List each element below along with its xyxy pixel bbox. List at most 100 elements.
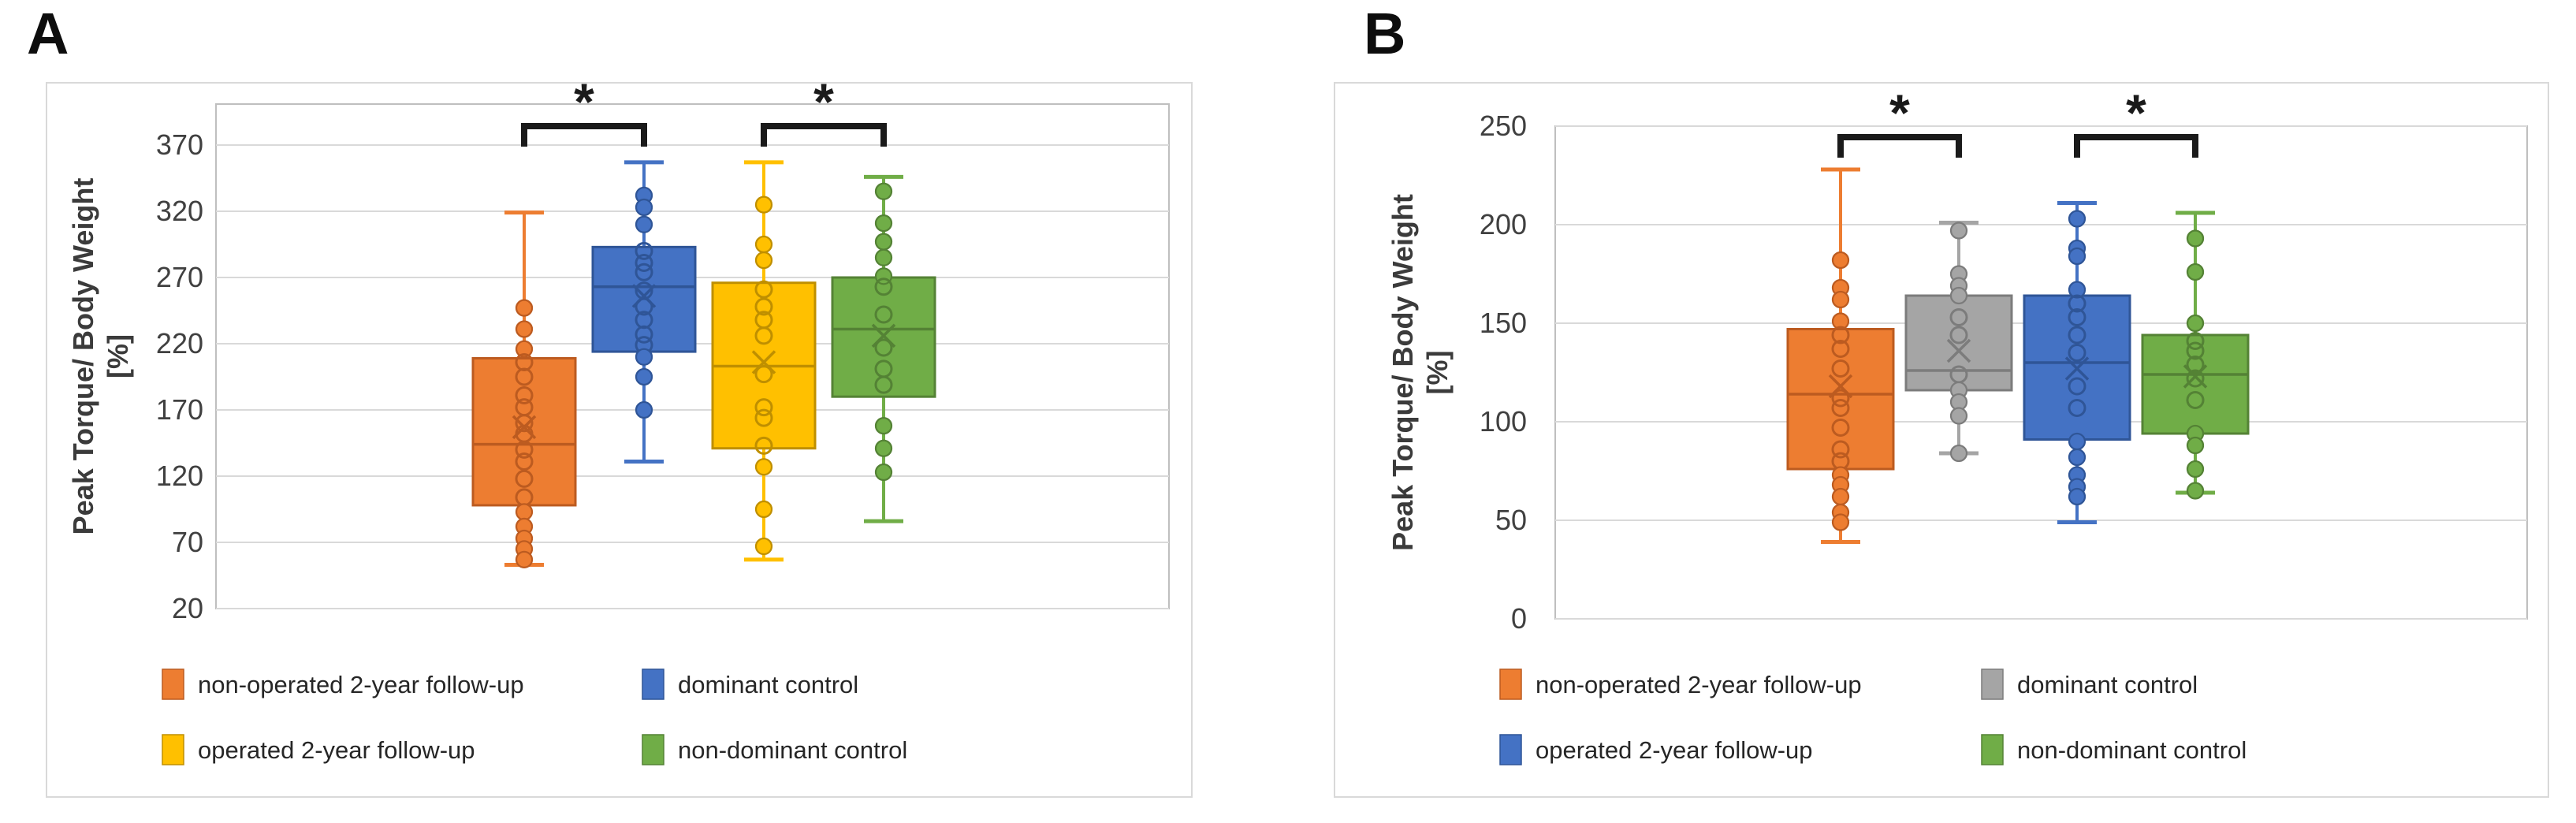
legend-swatch	[642, 668, 664, 700]
y-tick-label: 70	[172, 526, 203, 558]
data-point	[754, 458, 773, 476]
data-point	[2068, 247, 2086, 266]
data-point	[2068, 432, 2086, 451]
box-series	[1904, 221, 2013, 463]
y-tick-label: 20	[172, 592, 203, 624]
data-point	[515, 414, 534, 433]
data-point	[2068, 399, 2086, 417]
data-point	[515, 299, 534, 317]
data-point	[874, 463, 893, 482]
data-point	[2186, 314, 2205, 333]
data-point	[635, 263, 653, 281]
significance-bracket	[2074, 134, 2198, 158]
data-point	[635, 311, 653, 330]
data-point	[635, 215, 653, 233]
data-point	[635, 254, 653, 273]
data-point	[874, 248, 893, 266]
data-point	[515, 367, 534, 386]
data-point	[2068, 308, 2086, 326]
mean-marker	[512, 415, 537, 440]
data-point	[754, 398, 773, 417]
panel-a-label: A	[27, 1, 69, 66]
data-point	[874, 338, 893, 357]
mean-marker	[1828, 374, 1853, 399]
mean-marker	[2064, 356, 2090, 381]
data-point	[754, 365, 773, 384]
data-point	[874, 305, 893, 324]
data-point	[635, 348, 653, 366]
data-point	[754, 251, 773, 270]
y-tick-label: 0	[1511, 602, 1527, 635]
data-point	[2186, 263, 2205, 281]
data-point	[635, 198, 653, 217]
data-point	[1949, 222, 1968, 240]
data-point	[635, 325, 653, 344]
data-point	[515, 353, 534, 372]
data-point	[874, 233, 893, 251]
data-point	[1831, 312, 1850, 330]
data-point	[1949, 407, 1968, 425]
box-series	[2023, 201, 2131, 524]
data-point	[635, 297, 653, 316]
data-point	[2186, 229, 2205, 248]
data-point	[2068, 448, 2086, 467]
data-point	[515, 320, 534, 338]
significance-bracket	[521, 123, 647, 147]
box-series	[831, 174, 936, 523]
y-tick-label: 100	[1480, 405, 1527, 438]
box-series	[711, 160, 817, 562]
data-point	[754, 537, 773, 556]
data-point	[874, 214, 893, 233]
data-point	[1949, 326, 1968, 344]
data-point	[2068, 294, 2086, 313]
data-point	[2186, 482, 2205, 500]
mean-marker	[871, 323, 896, 348]
y-axis-units: [%]	[102, 334, 134, 378]
data-point	[1831, 440, 1850, 459]
y-axis-units: [%]	[1421, 351, 1454, 395]
panel-a-chart-box: 370 320 270 220 170 120 70 20 Peak Torque/ Body …	[46, 82, 1193, 798]
legend-swatch	[1981, 668, 2004, 700]
y-tick-label: 320	[156, 195, 203, 227]
y-tick-label: 50	[1495, 504, 1527, 536]
significance-bracket	[761, 123, 887, 147]
mean-marker	[2183, 364, 2208, 389]
data-point	[1831, 487, 1850, 506]
data-point	[2186, 391, 2205, 409]
boxplot-chart-b: 250 200 150 100 50 0 Peak Torque/ Body Weight[…	[1334, 82, 2549, 798]
box-series	[591, 160, 697, 464]
legend-label: non-dominant control	[678, 736, 907, 764]
y-tick-label: 120	[156, 460, 203, 492]
legend-label: operated 2-year follow-up	[1536, 736, 1813, 764]
data-point	[635, 400, 653, 419]
plot-area	[215, 103, 1170, 609]
data-point	[1949, 286, 1968, 305]
data-point	[2068, 377, 2086, 396]
panel-b-label: B	[1364, 1, 1406, 66]
data-point	[874, 277, 893, 296]
legend-swatch	[1499, 734, 1522, 765]
y-tick-label: 370	[156, 128, 203, 161]
data-point	[1831, 251, 1850, 270]
asterisk-label: *	[813, 82, 834, 131]
data-point	[2068, 281, 2086, 299]
data-point	[2068, 326, 2086, 344]
data-point	[754, 408, 773, 427]
panel-b-chart-box: 250 200 150 100 50 0 Peak Torque/ Body Weight[…	[1334, 82, 2549, 798]
data-point	[754, 326, 773, 345]
box-series	[1786, 167, 1895, 544]
legend-label: non-operated 2-year follow-up	[198, 671, 524, 698]
significance-bracket	[1837, 134, 1962, 158]
legend-swatch	[162, 668, 184, 700]
data-point	[754, 297, 773, 316]
data-point	[754, 280, 773, 299]
data-point	[1949, 308, 1968, 326]
legend-label: operated 2-year follow-up	[198, 736, 475, 764]
y-tick-label: 250	[1480, 110, 1527, 142]
mean-marker	[1946, 338, 1971, 363]
y-tick-label: 220	[156, 327, 203, 359]
data-point	[635, 241, 653, 260]
box-series	[2141, 210, 2250, 500]
data-point	[515, 440, 534, 459]
